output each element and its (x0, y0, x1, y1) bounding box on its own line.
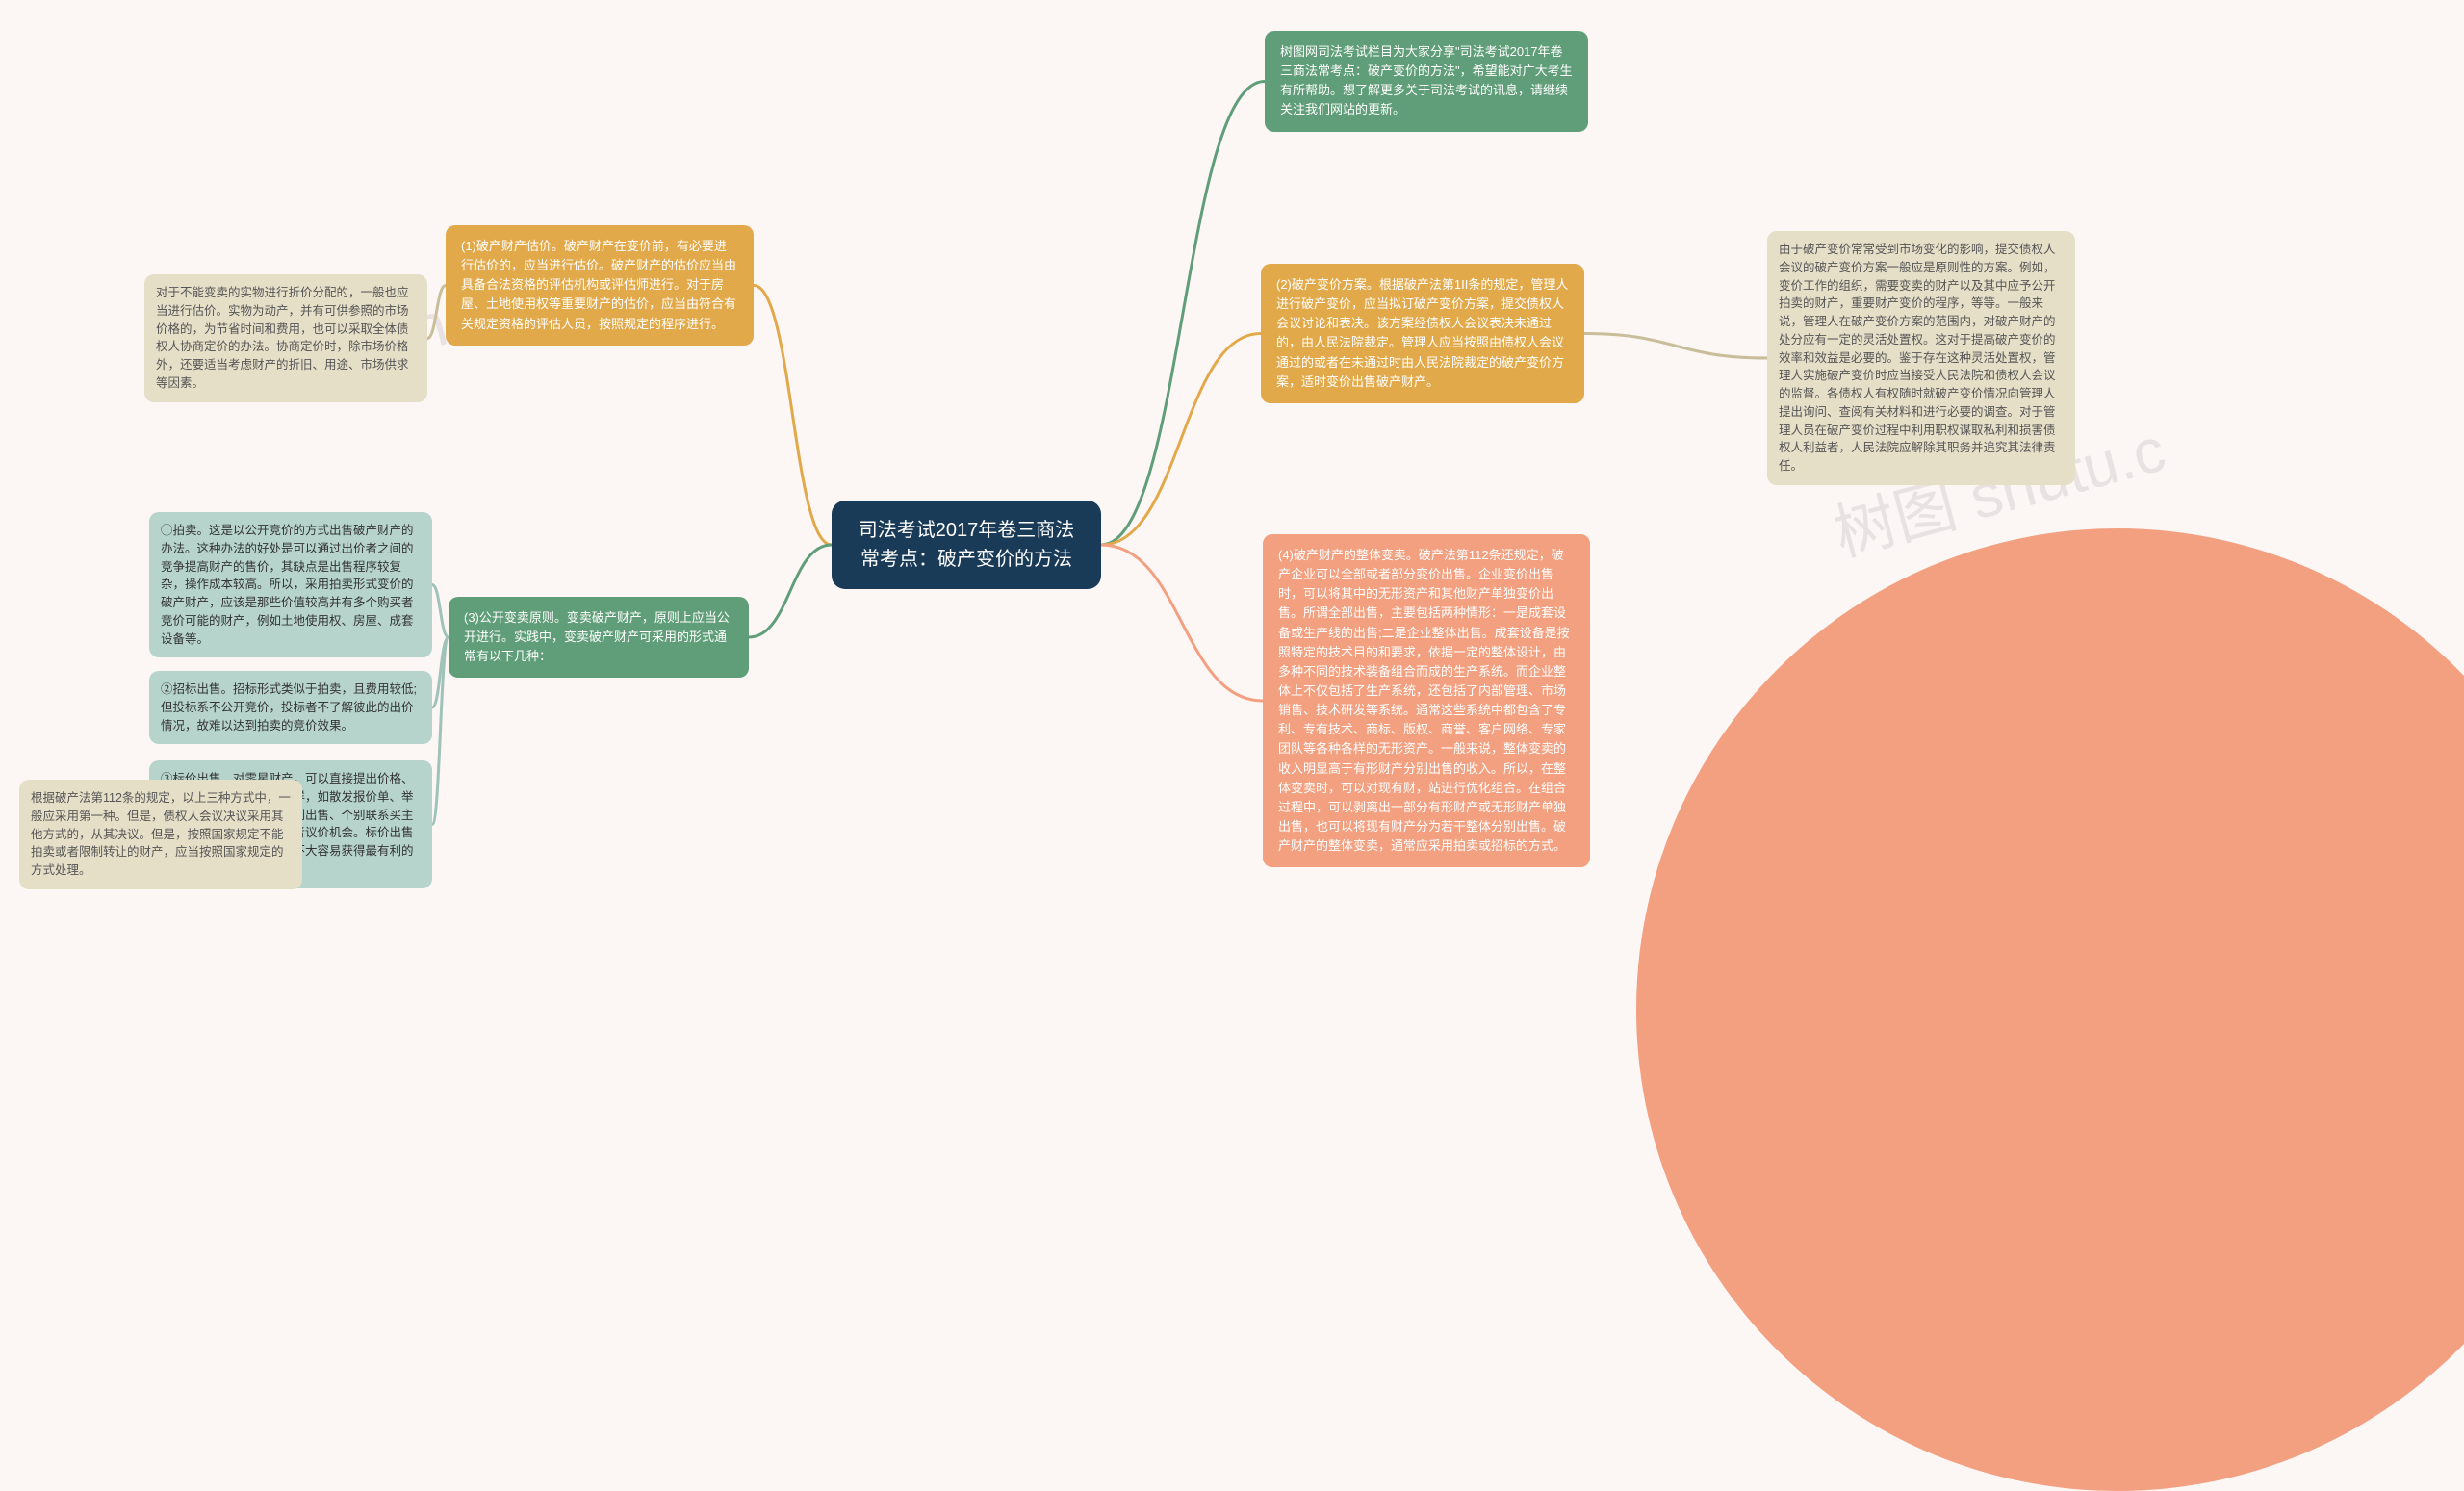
center-node[interactable]: 司法考试2017年卷三商法常考点：破产变价的方法 (832, 501, 1101, 589)
node-3b[interactable]: ②招标出售。招标形式类似于拍卖，且费用较低;但投标系不公开竞价，投标者不了解彼此… (149, 671, 432, 744)
node-4[interactable]: (4)破产财产的整体变卖。破产法第112条还规定，破产企业可以全部或者部分变价出… (1263, 534, 1590, 867)
node-2[interactable]: (2)破产变价方案。根据破产法第1II条的规定，管理人进行破产变价，应当拟订破产… (1261, 264, 1584, 403)
node-2a[interactable]: 由于破产变价常常受到市场变化的影响，提交债权人会议的破产变价方案一般应是原则性的… (1767, 231, 2075, 485)
node-3a[interactable]: ①拍卖。这是以公开竞价的方式出售破产财产的办法。这种办法的好处是可以通过出价者之… (149, 512, 432, 657)
node-1[interactable]: (1)破产财产估价。破产财产在变价前，有必要进行估价的，应当进行估价。破产财产的… (446, 225, 754, 346)
node-3[interactable]: (3)公开变卖原则。变卖破产财产，原则上应当公开进行。实践中，变卖破产财产可采用… (449, 597, 749, 678)
background-circle (1636, 528, 2464, 1491)
node-3d[interactable]: 根据破产法第112条的规定，以上三种方式中，一般应采用第一种。但是，债权人会议决… (19, 780, 302, 889)
node-1a[interactable]: 对于不能变卖的实物进行折价分配的，一般也应当进行估价。实物为动产，并有可供参照的… (144, 274, 427, 402)
node-intro[interactable]: 树图网司法考试栏目为大家分享"司法考试2017年卷三商法常考点：破产变价的方法"… (1265, 31, 1588, 132)
